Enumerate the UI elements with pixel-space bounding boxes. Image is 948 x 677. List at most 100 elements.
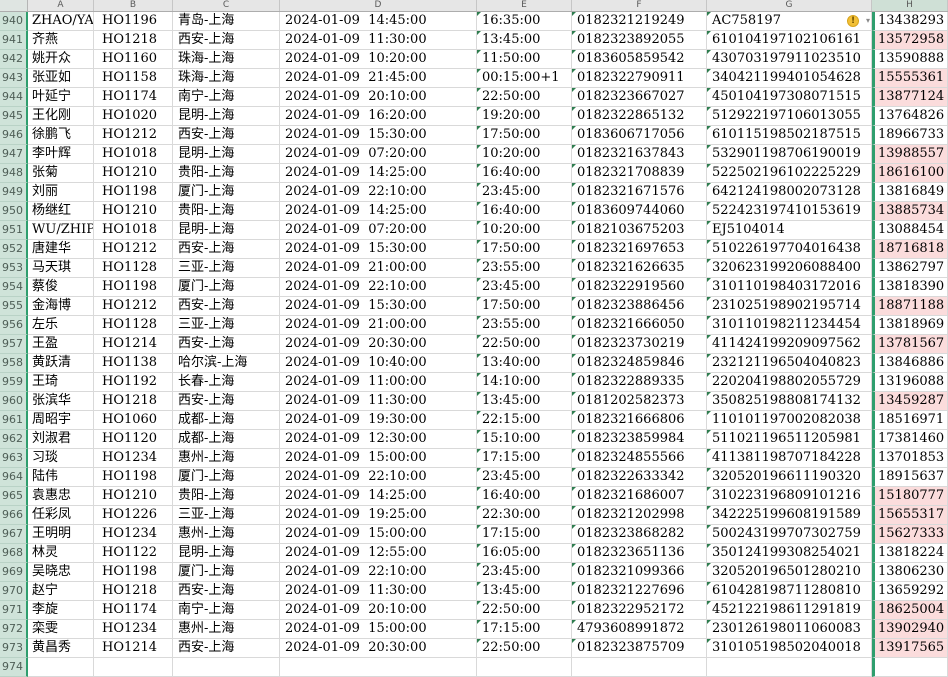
cell-arrive[interactable] — [477, 658, 572, 677]
cell-id[interactable]: 350825198808174132 — [707, 392, 872, 411]
cell-arrive[interactable]: 22:50:00 — [477, 639, 572, 658]
cell-depart[interactable]: 2024-01-09 14:45:00 — [280, 12, 477, 31]
cell-arrive[interactable]: 23:45:00 — [477, 278, 572, 297]
cell-arrive[interactable]: 16:40:00 — [477, 487, 572, 506]
cell-arrive[interactable]: 22:30:00 — [477, 506, 572, 525]
cell-id[interactable]: 340421199401054628 — [707, 69, 872, 88]
cell-arrive[interactable]: 23:55:00 — [477, 316, 572, 335]
cell-ticket[interactable]: 0182323875709 — [572, 639, 707, 658]
column-header-C[interactable]: C — [173, 0, 280, 11]
cell-depart[interactable]: 2024-01-09 16:20:00 — [280, 107, 477, 126]
cell-id[interactable]: AC758197! ▾ — [707, 12, 872, 31]
cell-ticket[interactable] — [572, 658, 707, 677]
cell-arrive[interactable]: 17:50:00 — [477, 297, 572, 316]
cell-flight[interactable]: HO1020 — [94, 107, 173, 126]
cell-route[interactable]: 珠海-上海 — [173, 69, 280, 88]
cell-flight[interactable]: HO1192 — [94, 373, 173, 392]
row-number[interactable]: 967 — [0, 525, 28, 544]
row-number[interactable]: 957 — [0, 335, 28, 354]
cell-phone[interactable]: 13877124 — [872, 88, 948, 107]
cell-name[interactable]: 黄跃清 — [28, 354, 94, 373]
cell-phone[interactable]: 13862797 — [872, 259, 948, 278]
cell-arrive[interactable]: 15:10:00 — [477, 430, 572, 449]
cell-arrive[interactable]: 22:50:00 — [477, 601, 572, 620]
cell-ticket[interactable]: 0182321637843 — [572, 145, 707, 164]
cell-route[interactable]: 成都-上海 — [173, 430, 280, 449]
cell-ticket[interactable]: 0182323892055 — [572, 31, 707, 50]
cell-route[interactable]: 青岛-上海 — [173, 12, 280, 31]
cell-ticket[interactable]: 0182321686007 — [572, 487, 707, 506]
cell-ticket[interactable]: 0182321708839 — [572, 164, 707, 183]
cell-id[interactable]: 510226197704016438 — [707, 240, 872, 259]
cell-name[interactable]: 李旋 — [28, 601, 94, 620]
cell-id[interactable]: 320623199206088400 — [707, 259, 872, 278]
cell-name[interactable]: 王化刚 — [28, 107, 94, 126]
cell-ticket[interactable]: 0182321666806 — [572, 411, 707, 430]
cell-flight[interactable]: HO1128 — [94, 316, 173, 335]
cell-arrive[interactable]: 16:35:00 — [477, 12, 572, 31]
cell-route[interactable]: 昆明-上海 — [173, 544, 280, 563]
column-header-A[interactable]: A — [28, 0, 94, 11]
cell-depart[interactable]: 2024-01-09 07:20:00 — [280, 221, 477, 240]
row-number[interactable]: 969 — [0, 563, 28, 582]
cell-route[interactable]: 西安-上海 — [173, 392, 280, 411]
cell-ticket[interactable]: 0182321099366 — [572, 563, 707, 582]
cell-id[interactable]: 610104197102106161 — [707, 31, 872, 50]
cell-id[interactable]: 411424199209097562 — [707, 335, 872, 354]
column-header-D[interactable]: D — [280, 0, 477, 11]
cell-depart[interactable]: 2024-01-09 21:00:00 — [280, 316, 477, 335]
cell-arrive[interactable]: 13:45:00 — [477, 392, 572, 411]
row-number[interactable]: 960 — [0, 392, 28, 411]
row-number[interactable]: 940 — [0, 12, 28, 31]
cell-depart[interactable]: 2024-01-09 14:25:00 — [280, 487, 477, 506]
cell-id[interactable]: 320520196501280210 — [707, 563, 872, 582]
cell-phone[interactable]: 13438293 — [872, 12, 948, 31]
cell-route[interactable]: 惠州-上海 — [173, 525, 280, 544]
cell-depart[interactable]: 2024-01-09 14:25:00 — [280, 164, 477, 183]
cell-name[interactable]: 姚开众 — [28, 50, 94, 69]
row-number[interactable]: 970 — [0, 582, 28, 601]
cell-flight[interactable]: HO1174 — [94, 88, 173, 107]
cell-ticket[interactable]: 0182321671576 — [572, 183, 707, 202]
cell-name[interactable]: 王明明 — [28, 525, 94, 544]
row-number[interactable]: 954 — [0, 278, 28, 297]
cell-arrive[interactable]: 22:15:00 — [477, 411, 572, 430]
cell-ticket[interactable]: 4793608991872 — [572, 620, 707, 639]
cell-depart[interactable]: 2024-01-09 10:40:00 — [280, 354, 477, 373]
cell-depart[interactable]: 2024-01-09 20:10:00 — [280, 601, 477, 620]
cell-flight[interactable]: HO1212 — [94, 297, 173, 316]
row-number[interactable]: 973 — [0, 639, 28, 658]
cell-name[interactable]: 王琦 — [28, 373, 94, 392]
cell-id[interactable]: 310110198403172016 — [707, 278, 872, 297]
cell-name[interactable]: 蔡俊 — [28, 278, 94, 297]
cell-depart[interactable]: 2024-01-09 12:55:00 — [280, 544, 477, 563]
row-number[interactable]: 971 — [0, 601, 28, 620]
cell-arrive[interactable]: 19:20:00 — [477, 107, 572, 126]
cell-phone[interactable]: 15180777 — [872, 487, 948, 506]
cell-ticket[interactable]: 0183606717056 — [572, 126, 707, 145]
cell-route[interactable]: 厦门-上海 — [173, 563, 280, 582]
cell-flight[interactable]: HO1234 — [94, 525, 173, 544]
cell-name[interactable]: 唐建华 — [28, 240, 94, 259]
cell-id[interactable]: 342225199608191589 — [707, 506, 872, 525]
cell-flight[interactable]: HO1128 — [94, 259, 173, 278]
cell-id[interactable]: 642124198002073128 — [707, 183, 872, 202]
cell-id[interactable]: 511021196511205981 — [707, 430, 872, 449]
cell-depart[interactable]: 2024-01-09 15:00:00 — [280, 525, 477, 544]
cell-flight[interactable]: HO1210 — [94, 202, 173, 221]
cell-flight[interactable]: HO1210 — [94, 487, 173, 506]
cell-phone[interactable]: 18871188 — [872, 297, 948, 316]
cell-route[interactable]: 西安-上海 — [173, 240, 280, 259]
cell-name[interactable]: 吴晓忠 — [28, 563, 94, 582]
cell-depart[interactable]: 2024-01-09 19:25:00 — [280, 506, 477, 525]
cell-phone[interactable]: 13917565 — [872, 639, 948, 658]
row-number[interactable]: 961 — [0, 411, 28, 430]
cell-flight[interactable]: HO1226 — [94, 506, 173, 525]
column-header-B[interactable]: B — [94, 0, 173, 11]
cell-depart[interactable] — [280, 658, 477, 677]
cell-flight[interactable]: HO1138 — [94, 354, 173, 373]
cell-arrive[interactable]: 17:50:00 — [477, 240, 572, 259]
cell-flight[interactable]: HO1234 — [94, 449, 173, 468]
cell-name[interactable]: 王盈 — [28, 335, 94, 354]
cell-depart[interactable]: 2024-01-09 11:30:00 — [280, 392, 477, 411]
